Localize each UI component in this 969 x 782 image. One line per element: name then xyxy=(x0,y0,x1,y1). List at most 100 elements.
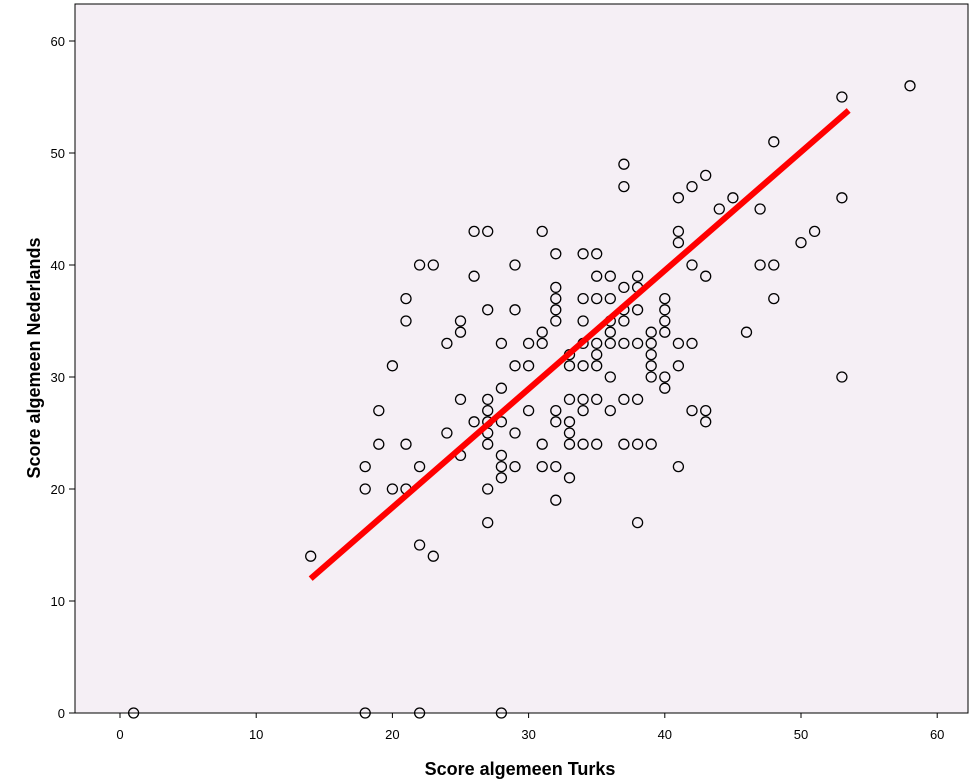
data-point xyxy=(495,382,508,394)
data-point xyxy=(768,259,780,271)
data-point xyxy=(659,292,671,305)
data-point xyxy=(836,91,848,103)
data-point xyxy=(563,438,576,450)
data-point xyxy=(468,416,480,428)
data-point xyxy=(495,460,508,473)
data-point xyxy=(604,292,616,305)
data-point xyxy=(550,292,562,305)
data-point xyxy=(522,360,535,372)
y-tick-label: 10 xyxy=(51,594,65,609)
plot-area xyxy=(75,4,968,713)
data-point xyxy=(591,438,603,450)
data-point xyxy=(482,516,494,529)
data-point xyxy=(386,360,399,372)
data-point xyxy=(631,304,644,316)
data-point xyxy=(686,337,698,350)
data-point xyxy=(904,80,916,92)
data-point xyxy=(400,438,412,450)
data-point xyxy=(672,337,685,350)
data-point xyxy=(536,225,548,238)
x-tick-label: 60 xyxy=(930,727,944,742)
data-point xyxy=(305,550,317,562)
data-point xyxy=(577,404,589,417)
data-point xyxy=(604,337,616,350)
data-point xyxy=(482,404,494,417)
data-point xyxy=(577,393,589,406)
data-point xyxy=(482,438,494,450)
data-point xyxy=(495,472,508,484)
data-point xyxy=(509,259,521,271)
data-point xyxy=(359,483,371,495)
data-point xyxy=(604,371,616,383)
data-point xyxy=(672,192,685,204)
data-point xyxy=(495,337,508,350)
data-point xyxy=(659,315,671,327)
data-point xyxy=(482,483,494,495)
data-point xyxy=(591,248,603,260)
data-point xyxy=(631,337,644,350)
data-point xyxy=(550,281,562,294)
data-point xyxy=(604,404,616,417)
data-point xyxy=(536,337,548,350)
data-point xyxy=(700,270,712,282)
data-point xyxy=(454,393,467,406)
data-point xyxy=(768,136,780,148)
data-point xyxy=(509,304,521,316)
x-axis-title: Score algemeen Turks xyxy=(425,759,616,779)
data-point xyxy=(563,472,576,484)
data-point xyxy=(577,292,589,305)
data-point xyxy=(604,270,616,282)
data-point xyxy=(563,360,576,372)
data-point xyxy=(713,203,725,215)
data-point xyxy=(454,315,467,327)
data-point xyxy=(645,337,657,350)
data-point xyxy=(659,382,671,394)
y-tick-label: 50 xyxy=(51,146,65,161)
data-point xyxy=(618,281,630,294)
data-point xyxy=(591,292,603,305)
y-tick-label: 20 xyxy=(51,482,65,497)
data-point xyxy=(631,516,644,529)
data-point xyxy=(618,337,630,350)
x-axis: 0 10 20 30 40 50 60 xyxy=(116,713,944,742)
y-axis-title: Score algemeen Nederlands xyxy=(24,237,44,478)
data-point xyxy=(468,225,480,238)
data-point xyxy=(645,360,657,372)
data-point xyxy=(413,539,426,551)
data-point xyxy=(618,315,630,327)
data-point xyxy=(659,371,671,383)
data-point xyxy=(522,337,535,350)
data-point xyxy=(386,483,399,495)
data-point xyxy=(550,404,562,417)
data-point xyxy=(645,348,657,361)
data-point xyxy=(509,360,521,372)
data-point xyxy=(808,225,821,238)
data-point xyxy=(672,225,685,238)
data-point xyxy=(563,416,576,428)
data-point xyxy=(400,315,412,327)
data-point xyxy=(618,438,630,450)
data-point xyxy=(754,259,766,271)
x-tick-label: 40 xyxy=(658,727,672,742)
data-point xyxy=(427,259,439,271)
data-point xyxy=(836,192,848,204)
data-point xyxy=(659,326,671,338)
data-point xyxy=(754,203,766,215)
data-point xyxy=(727,192,739,204)
y-tick-label: 60 xyxy=(51,34,65,49)
y-tick-label: 40 xyxy=(51,258,65,273)
data-point xyxy=(468,270,480,282)
data-point xyxy=(577,438,589,450)
data-point xyxy=(836,371,848,383)
data-point xyxy=(577,315,589,327)
data-point xyxy=(659,304,671,316)
data-point xyxy=(631,270,644,282)
data-point xyxy=(686,180,698,193)
data-point xyxy=(482,304,494,316)
data-point xyxy=(413,460,426,473)
data-point xyxy=(768,292,780,305)
y-tick-label: 0 xyxy=(58,706,65,721)
data-point xyxy=(672,460,685,473)
